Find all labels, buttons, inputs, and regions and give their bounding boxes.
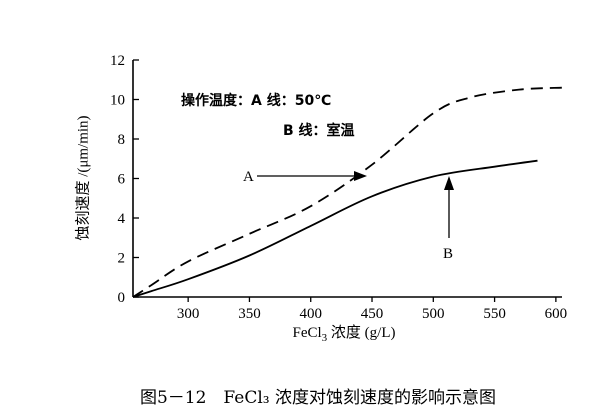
x-tick-label-350: 350 bbox=[238, 306, 261, 322]
figure-caption: 图5－12 FeCl₃ 浓度对蚀刻速度的影响示意图 bbox=[140, 388, 496, 408]
x-axis-label: FeCl3 浓度 (g/L) bbox=[292, 324, 395, 344]
y-axis-label: 蚀刻速度 /(μm/min) bbox=[74, 115, 91, 240]
x-tick-label-400: 400 bbox=[299, 306, 322, 322]
annotation-line-b: B 线：室温 bbox=[283, 122, 355, 139]
arrow-b-head bbox=[444, 176, 454, 190]
y-tick-label-0: 0 bbox=[118, 290, 126, 306]
x-axis-ticks: 300 350 400 450 500 550 600 bbox=[177, 297, 567, 322]
arrow-label-a: A bbox=[243, 169, 254, 185]
series-a-line bbox=[132, 86, 563, 298]
y-tick-label-8: 8 bbox=[118, 132, 126, 148]
annotation-a-text: A 线：50℃ bbox=[251, 92, 331, 109]
x-tick-label-300: 300 bbox=[177, 306, 200, 322]
arrow-a-head bbox=[354, 171, 367, 181]
y-axis-ticks: 0 2 4 6 8 10 12 bbox=[110, 53, 139, 306]
x-axis-label-sub: 3 bbox=[322, 332, 328, 344]
series-b-line bbox=[132, 159, 538, 298]
y-tick-label-2: 2 bbox=[118, 251, 126, 267]
x-tick-label-500: 500 bbox=[422, 306, 445, 322]
annotation-line-a: 操作温度：A 线：50℃ bbox=[181, 92, 331, 109]
annotation-prefix: 操作温度： bbox=[181, 92, 251, 109]
x-tick-label-600: 600 bbox=[545, 306, 568, 322]
y-tick-label-4: 4 bbox=[118, 211, 126, 227]
y-tick-label-6: 6 bbox=[118, 172, 126, 188]
x-axis-label-rest: 浓度 (g/L) bbox=[327, 324, 395, 341]
y-tick-label-12: 12 bbox=[110, 53, 125, 69]
arrow-label-b: B bbox=[443, 246, 453, 262]
y-tick-label-10: 10 bbox=[110, 93, 125, 109]
x-tick-label-550: 550 bbox=[483, 306, 506, 322]
x-axis-label-main: FeCl bbox=[292, 325, 321, 341]
x-tick-label-450: 450 bbox=[361, 306, 384, 322]
